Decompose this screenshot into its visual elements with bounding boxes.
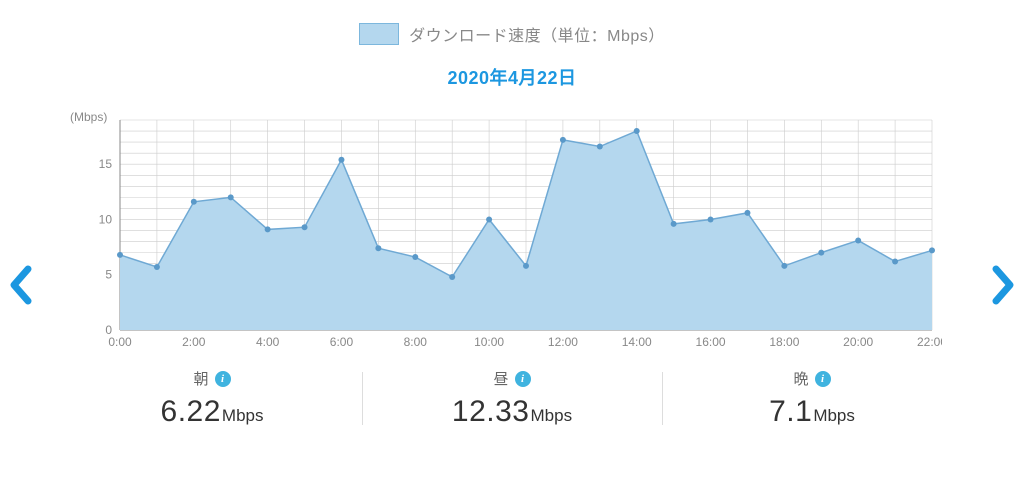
- svg-text:16:00: 16:00: [696, 335, 726, 349]
- svg-text:14:00: 14:00: [622, 335, 652, 349]
- date-row: 2020年4月22日: [0, 64, 1024, 90]
- info-icon[interactable]: i: [515, 371, 531, 387]
- prev-day-button[interactable]: [8, 265, 32, 305]
- stat-label: 昼: [493, 368, 508, 389]
- info-icon[interactable]: i: [815, 371, 831, 387]
- date-label: 2020年4月22日: [447, 68, 576, 88]
- stat-unit: Mbps: [813, 406, 855, 425]
- speed-area-chart: 0510150:002:004:006:008:0010:0012:0014:0…: [82, 110, 942, 350]
- y-axis-unit: (Mbps): [70, 110, 107, 124]
- legend: ダウンロード速度（単位：Mbps）: [0, 0, 1024, 46]
- legend-swatch: [359, 23, 399, 45]
- stat-label: 晩: [793, 368, 808, 389]
- svg-text:0:00: 0:00: [108, 335, 132, 349]
- next-day-button[interactable]: [992, 265, 1016, 305]
- stats-row: 朝 i 6.22Mbps 昼 i 12.33Mbps 晩 i 7.1Mbps: [0, 368, 1024, 429]
- chevron-right-icon: [992, 265, 1016, 305]
- svg-text:4:00: 4:00: [256, 335, 280, 349]
- svg-text:20:00: 20:00: [843, 335, 873, 349]
- stat-noon: 昼 i 12.33Mbps: [362, 368, 662, 429]
- svg-text:15: 15: [99, 157, 113, 171]
- svg-text:18:00: 18:00: [769, 335, 799, 349]
- stat-evening: 晩 i 7.1Mbps: [662, 368, 962, 429]
- stat-morning: 朝 i 6.22Mbps: [62, 368, 362, 429]
- legend-label: ダウンロード速度（単位：Mbps）: [409, 22, 665, 46]
- svg-text:22:00: 22:00: [917, 335, 942, 349]
- svg-text:10:00: 10:00: [474, 335, 504, 349]
- chart-container: (Mbps) 0510150:002:004:006:008:0010:0012…: [0, 110, 1024, 350]
- svg-text:6:00: 6:00: [330, 335, 354, 349]
- svg-text:5: 5: [105, 268, 112, 282]
- svg-text:10: 10: [99, 212, 113, 226]
- stat-unit: Mbps: [531, 406, 573, 425]
- stat-unit: Mbps: [222, 406, 264, 425]
- svg-text:2:00: 2:00: [182, 335, 206, 349]
- stat-value: 6.22: [161, 395, 221, 428]
- svg-text:12:00: 12:00: [548, 335, 578, 349]
- stat-value: 7.1: [769, 395, 812, 428]
- stat-value: 12.33: [452, 395, 530, 428]
- info-icon[interactable]: i: [215, 371, 231, 387]
- chevron-left-icon: [8, 265, 32, 305]
- stat-label: 朝: [193, 368, 208, 389]
- svg-text:8:00: 8:00: [404, 335, 428, 349]
